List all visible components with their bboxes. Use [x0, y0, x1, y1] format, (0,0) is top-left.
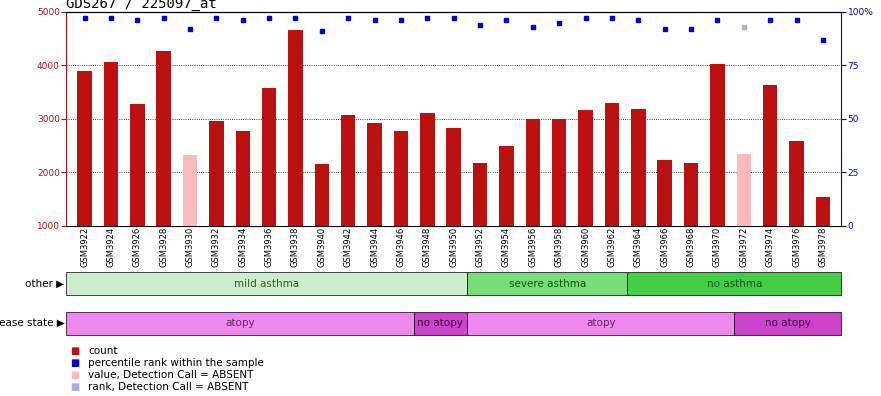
- Bar: [526, 119, 540, 226]
- Bar: [394, 131, 408, 226]
- Text: atopy: atopy: [586, 318, 616, 328]
- Bar: [816, 197, 830, 226]
- Text: ■: ■: [70, 358, 79, 368]
- Bar: [657, 160, 672, 226]
- Text: ■: ■: [70, 382, 79, 392]
- Text: GDS267 / 225097_at: GDS267 / 225097_at: [66, 0, 217, 11]
- Text: ■: ■: [70, 370, 79, 380]
- Bar: [66, 312, 413, 335]
- Bar: [130, 105, 144, 226]
- Bar: [235, 131, 250, 226]
- Bar: [604, 103, 619, 226]
- Text: no atopy: no atopy: [765, 318, 811, 328]
- Text: mild asthma: mild asthma: [234, 278, 300, 289]
- Bar: [737, 154, 751, 226]
- Bar: [578, 110, 593, 226]
- Bar: [467, 272, 627, 295]
- Bar: [467, 312, 735, 335]
- Bar: [262, 88, 277, 226]
- Bar: [684, 163, 699, 226]
- Bar: [627, 272, 841, 295]
- Bar: [182, 154, 197, 226]
- Bar: [104, 62, 118, 226]
- Text: value, Detection Call = ABSENT: value, Detection Call = ABSENT: [88, 370, 254, 380]
- Text: other ▶: other ▶: [26, 278, 64, 289]
- Text: disease state ▶: disease state ▶: [0, 318, 64, 328]
- Bar: [447, 128, 461, 226]
- Bar: [66, 272, 467, 295]
- Bar: [157, 51, 171, 226]
- Text: severe asthma: severe asthma: [508, 278, 586, 289]
- Bar: [367, 122, 381, 226]
- Bar: [473, 163, 487, 226]
- Text: atopy: atopy: [225, 318, 255, 328]
- Bar: [710, 64, 725, 226]
- Bar: [631, 109, 646, 226]
- Bar: [500, 146, 514, 226]
- Text: percentile rank within the sample: percentile rank within the sample: [88, 358, 264, 368]
- Text: no atopy: no atopy: [418, 318, 463, 328]
- Text: no asthma: no asthma: [707, 278, 762, 289]
- Bar: [78, 70, 92, 226]
- Bar: [763, 85, 777, 226]
- Bar: [288, 30, 303, 226]
- Bar: [209, 121, 224, 226]
- Bar: [413, 312, 467, 335]
- Bar: [420, 113, 434, 226]
- Text: count: count: [88, 346, 117, 356]
- Text: ■: ■: [70, 346, 79, 356]
- Text: rank, Detection Call = ABSENT: rank, Detection Call = ABSENT: [88, 382, 248, 392]
- Bar: [341, 115, 356, 226]
- Bar: [315, 164, 329, 226]
- Bar: [735, 312, 841, 335]
- Bar: [552, 119, 566, 226]
- Bar: [789, 141, 803, 226]
